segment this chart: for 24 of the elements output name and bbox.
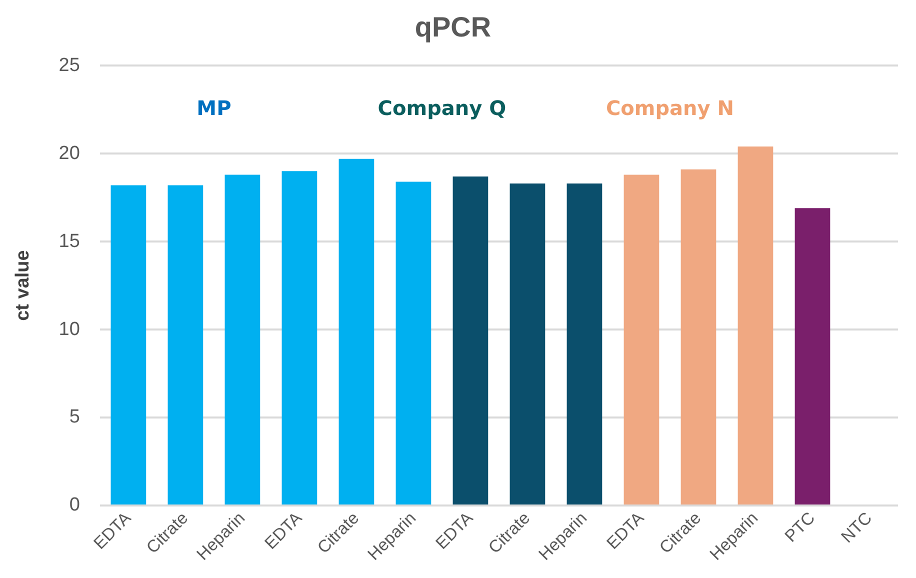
- y-tick-label: 0: [69, 494, 80, 516]
- bar: [168, 185, 204, 504]
- y-tick-label: 20: [58, 142, 80, 164]
- chart-title: qPCR: [414, 12, 492, 43]
- y-tick-label: 5: [69, 406, 80, 428]
- bar: [680, 169, 716, 504]
- bar: [338, 158, 374, 504]
- bar: [282, 171, 318, 504]
- y-axis-title: ct value: [12, 250, 34, 321]
- bar: [794, 208, 830, 504]
- y-tick-label: 25: [58, 54, 80, 76]
- bar: [224, 174, 260, 504]
- y-tick-label: 15: [58, 230, 80, 252]
- annotation: Company N: [606, 96, 734, 120]
- bar: [396, 182, 432, 504]
- bar: [452, 176, 488, 504]
- bar: [566, 183, 602, 504]
- annotation: MP: [196, 96, 232, 120]
- y-tick-label: 10: [58, 318, 80, 340]
- bar: [110, 185, 146, 504]
- annotation: Company Q: [378, 96, 506, 120]
- bar: [624, 174, 660, 504]
- bar: [510, 183, 546, 504]
- bar: [738, 146, 774, 504]
